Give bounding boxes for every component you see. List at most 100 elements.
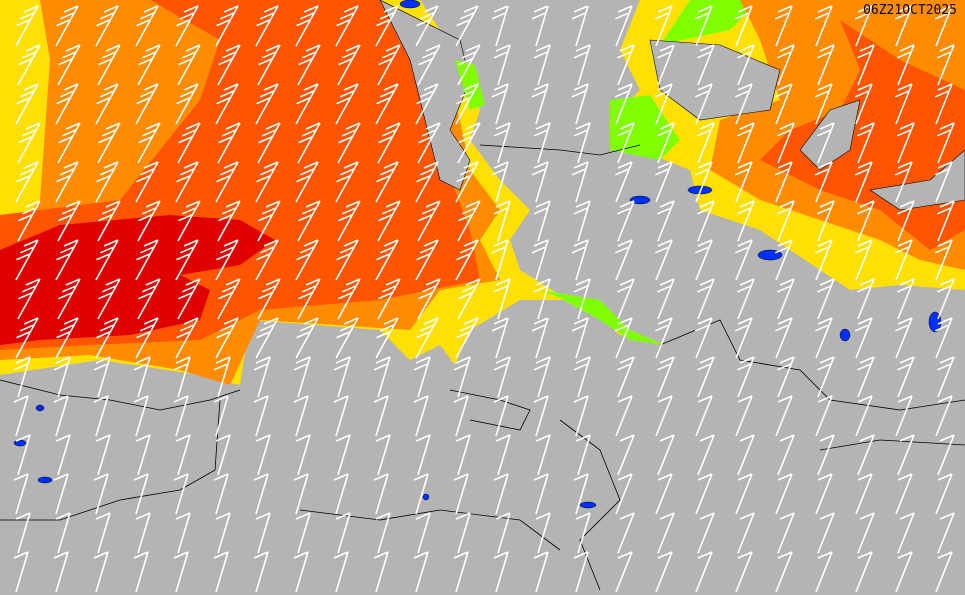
wind-barb — [493, 473, 509, 515]
wind-barb — [417, 44, 441, 86]
wind-barb — [215, 434, 231, 476]
wind-barb — [177, 278, 201, 320]
wind-barb — [937, 512, 955, 554]
wind-barb — [493, 122, 511, 164]
wind-barb — [217, 122, 241, 164]
wind-barb — [97, 44, 121, 86]
wind-barb — [333, 473, 349, 515]
wind-barb — [895, 473, 913, 515]
wind-barb — [133, 473, 149, 515]
wind-barb — [97, 278, 121, 320]
wind-barb — [57, 44, 81, 86]
wind-barb — [295, 512, 311, 554]
wind-barb — [55, 317, 79, 359]
wind-barb — [775, 473, 793, 515]
wind-barb — [856, 200, 875, 242]
wind-barb — [175, 434, 191, 476]
wind-barb — [457, 44, 481, 86]
wind-barb — [217, 200, 241, 242]
wind-barb — [531, 161, 549, 203]
wind-barb — [375, 161, 399, 203]
wind-barb — [257, 200, 281, 242]
baltic-green-north — [660, 0, 760, 45]
wind-barb — [857, 434, 875, 476]
wind-barb — [573, 473, 589, 515]
wind-barb — [855, 473, 873, 515]
wind-barb — [573, 278, 591, 320]
wind-barb — [135, 317, 159, 359]
wind-barb — [173, 473, 189, 515]
wind-barb — [173, 395, 189, 437]
wind-barb — [373, 356, 391, 398]
valid-time-label: 06Z21OCT2025 — [863, 3, 957, 18]
wind-barb — [616, 122, 635, 164]
wind-barb — [493, 395, 509, 437]
wind-barb — [455, 5, 479, 47]
wind-barb — [95, 317, 119, 359]
wind-barb — [533, 200, 551, 242]
wind-barb — [894, 5, 913, 47]
wind-barb — [55, 512, 71, 554]
wind-barb — [654, 5, 673, 47]
wind-barb — [817, 512, 835, 554]
wind-barb — [95, 161, 119, 203]
wind-barb — [614, 239, 633, 281]
wind-barb — [735, 551, 753, 593]
wind-barb — [417, 122, 441, 164]
wind-barb — [137, 122, 161, 164]
wind-barb — [413, 356, 431, 398]
wind-barb — [531, 5, 549, 47]
wind-barb — [15, 434, 31, 476]
wind-barb — [253, 551, 269, 593]
wind-barb — [855, 551, 873, 593]
wind-barb — [615, 395, 633, 437]
wind-barb — [417, 200, 441, 242]
wind-barb — [133, 551, 149, 593]
wind-barb — [734, 161, 753, 203]
wind-barb — [293, 473, 309, 515]
wind-barb — [575, 512, 591, 554]
wind-barb — [255, 512, 271, 554]
wind-barb — [175, 317, 199, 359]
wind-barb — [455, 512, 471, 554]
sea-red-zone — [0, 215, 275, 345]
wind-barb — [293, 551, 309, 593]
sea-green-fringe — [540, 290, 665, 345]
wind-barb — [293, 395, 309, 437]
wind-barb — [894, 161, 913, 203]
wind-barb — [656, 200, 675, 242]
wind-barb — [815, 473, 833, 515]
wind-barb — [335, 317, 359, 359]
wind-barb — [15, 317, 39, 359]
wind-barb — [13, 356, 31, 398]
wind-barb — [695, 395, 713, 437]
wind-barb — [655, 395, 673, 437]
wind-barb — [655, 551, 673, 593]
wind-barb — [93, 551, 109, 593]
wind-barb — [415, 434, 431, 476]
wind-barb — [935, 551, 953, 593]
wind-barb — [491, 83, 509, 125]
wind-barb — [616, 278, 635, 320]
wind-barb — [293, 356, 311, 398]
wind-barb — [573, 395, 589, 437]
wind-barb — [573, 44, 591, 86]
wind-barb — [335, 434, 351, 476]
wind-barb — [255, 83, 279, 125]
wind-barb — [453, 473, 469, 515]
wind-barb — [617, 512, 635, 554]
wind-barb — [777, 434, 795, 476]
wind-barb — [493, 200, 511, 242]
wind-barb — [413, 473, 429, 515]
wind-barb — [573, 122, 591, 164]
wind-barb — [95, 512, 111, 554]
wind-barb — [816, 122, 835, 164]
wind-barb — [616, 44, 635, 86]
wind-barb — [333, 356, 351, 398]
wind-barb — [854, 83, 873, 125]
wind-barb — [736, 200, 755, 242]
wind-barb — [657, 512, 675, 554]
wind-barb — [295, 317, 319, 359]
wind-barb — [295, 434, 311, 476]
wind-barb — [935, 473, 953, 515]
